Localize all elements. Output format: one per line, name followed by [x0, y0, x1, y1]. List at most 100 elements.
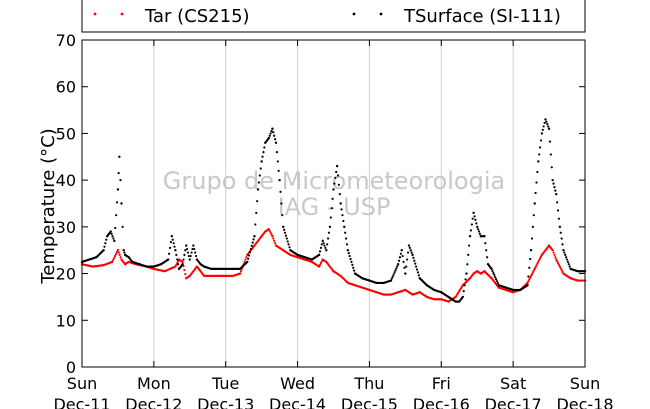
data-point [184, 244, 188, 247]
data-point [119, 256, 122, 259]
data-point [412, 256, 415, 259]
data-point [396, 265, 399, 268]
data-point [103, 245, 106, 248]
data-point [534, 191, 537, 195]
data-point [111, 235, 114, 238]
data-point [182, 258, 185, 261]
data-point [251, 241, 254, 244]
data-point [547, 125, 550, 128]
data-point [555, 192, 558, 196]
data-point [391, 275, 394, 278]
data-point [281, 214, 284, 217]
data-point [526, 281, 529, 285]
data-point [400, 249, 403, 252]
data-point [556, 260, 559, 263]
data-point [258, 174, 261, 177]
data-point [273, 134, 276, 137]
data-point [193, 247, 196, 251]
data-point [563, 251, 566, 254]
data-point [394, 269, 397, 272]
data-point [494, 278, 498, 281]
data-point [118, 253, 121, 256]
x-tick-label-day: Tue [211, 374, 239, 393]
data-point [254, 223, 257, 226]
data-point [534, 266, 537, 269]
data-point [239, 270, 243, 273]
y-axis-label: Temperature (°C) [38, 128, 59, 284]
series-tar [80, 227, 587, 303]
data-point [415, 268, 419, 271]
data-point [115, 201, 119, 204]
legend-box [81, 0, 586, 33]
data-point [415, 265, 418, 268]
data-point [187, 254, 190, 258]
data-point [492, 271, 495, 275]
data-point [326, 243, 329, 246]
data-point [320, 260, 323, 263]
data-point [284, 234, 287, 237]
legend-marker-tar [93, 12, 97, 16]
data-point [561, 243, 564, 246]
data-point [288, 246, 291, 249]
data-point [531, 225, 535, 228]
data-point [167, 258, 170, 261]
data-point [343, 225, 346, 229]
data-point [567, 263, 570, 266]
data-point [405, 265, 408, 268]
data-point [272, 237, 275, 240]
data-point [345, 243, 349, 246]
data-point [337, 183, 340, 186]
data-point [112, 237, 115, 240]
data-point [272, 131, 275, 134]
data-point [530, 273, 534, 276]
data-point [346, 249, 350, 252]
data-point [174, 265, 177, 268]
data-point [256, 188, 260, 191]
data-point [529, 276, 532, 279]
x-tick-label-day: Wed [280, 374, 315, 393]
data-point [321, 239, 324, 243]
data-point [319, 246, 323, 249]
data-point [560, 237, 563, 240]
data-point [539, 255, 543, 258]
data-point [530, 274, 533, 278]
data-point [246, 260, 249, 264]
data-point [175, 263, 178, 266]
data-point [114, 226, 117, 230]
data-point [551, 178, 554, 182]
data-point [329, 216, 332, 219]
data-point [483, 235, 486, 238]
data-point [342, 219, 345, 223]
data-point [174, 249, 177, 252]
data-point [463, 284, 466, 287]
data-point [490, 267, 493, 271]
data-point [464, 278, 467, 281]
data-point [552, 251, 555, 254]
data-point [538, 153, 541, 156]
data-point [473, 215, 476, 218]
data-point [532, 269, 535, 272]
data-point [396, 263, 400, 266]
data-point [277, 169, 280, 172]
data-point [532, 214, 535, 217]
data-point [477, 230, 481, 233]
data-point [261, 155, 264, 158]
data-point [537, 260, 540, 263]
data-point [347, 252, 350, 255]
data-point [557, 217, 561, 220]
data-point [274, 138, 277, 141]
x-tick-label-date: Dec-17 [485, 395, 542, 409]
data-point [269, 132, 272, 135]
data-point [335, 170, 338, 174]
data-point [122, 249, 125, 252]
data-point [333, 182, 336, 185]
data-point [407, 244, 411, 247]
data-point [568, 265, 571, 268]
data-point [476, 225, 479, 229]
data-point [104, 242, 107, 245]
data-point [496, 282, 499, 285]
series-layer [80, 118, 587, 303]
data-point [494, 275, 497, 279]
data-point [327, 237, 330, 240]
x-tick-label-day: Sun [67, 374, 97, 393]
